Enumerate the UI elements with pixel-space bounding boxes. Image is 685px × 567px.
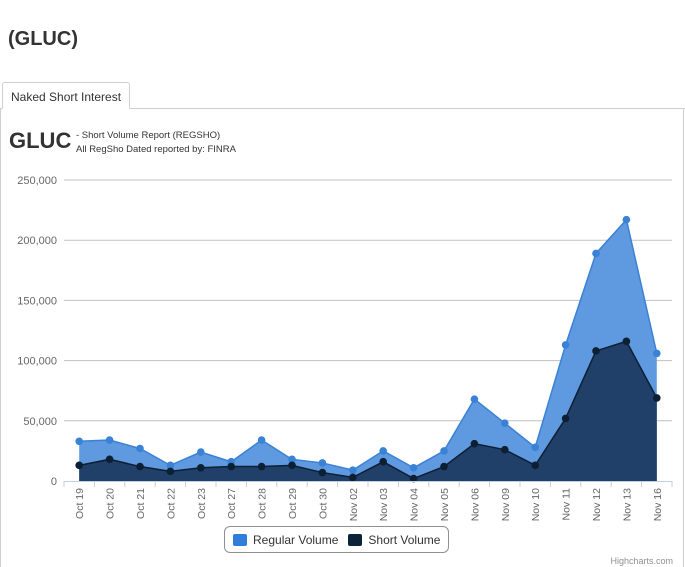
tab-naked-short-interest[interactable]: Naked Short Interest	[2, 82, 131, 109]
y-tick-label: 150,000	[17, 295, 57, 307]
data-point-short	[349, 473, 357, 482]
data-point-regular	[409, 463, 418, 472]
x-tick-label: Nov 06	[469, 488, 481, 521]
data-point-short	[379, 457, 388, 466]
data-point-short	[470, 439, 479, 448]
data-point-short	[409, 474, 418, 483]
x-tick-label: Oct 20	[105, 488, 117, 519]
data-point-regular	[166, 461, 175, 470]
data-point-short	[227, 462, 235, 471]
data-point-regular	[470, 395, 479, 403]
data-point-regular	[349, 466, 357, 474]
legend-item-short-volume[interactable]: Short Volume	[348, 533, 440, 547]
data-point-short	[136, 462, 144, 471]
y-tick-label: 100,000	[17, 356, 57, 368]
x-tick-label: Oct 30	[317, 488, 329, 519]
x-tick-label: Oct 23	[196, 488, 208, 519]
y-tick-label: 0	[51, 476, 57, 488]
data-point-short	[166, 467, 175, 476]
x-tick-label: Oct 29	[287, 488, 299, 519]
tab-panel	[0, 109, 684, 567]
x-tick-label: Nov 10	[530, 488, 542, 521]
data-point-regular	[257, 436, 266, 444]
tab-strip-divider	[0, 108, 685, 109]
data-point-short	[318, 468, 327, 477]
x-tick-label: Nov 04	[409, 488, 421, 521]
legend-swatch-short	[348, 533, 363, 546]
x-tick-label: Nov 05	[439, 488, 451, 521]
data-point-regular	[653, 349, 661, 358]
legend-swatch-regular	[233, 533, 247, 546]
data-point-regular	[622, 215, 631, 224]
highcharts-credits[interactable]: Highcharts.com	[610, 556, 673, 566]
x-tick-label: Nov 12	[591, 488, 603, 521]
data-point-short	[75, 461, 83, 470]
x-tick-label: Nov 13	[621, 488, 633, 521]
legend-item-regular-volume[interactable]: Regular Volume	[233, 533, 338, 547]
data-point-short	[561, 414, 570, 423]
data-point-short	[622, 337, 631, 346]
x-tick-label: Nov 02	[348, 488, 360, 521]
data-point-short	[105, 455, 114, 464]
y-tick-label: 200,000	[17, 235, 57, 247]
chart-subtitle-report: - Short Volume Report (REGSHO)	[76, 130, 221, 141]
data-point-regular	[531, 443, 539, 452]
data-point-short	[288, 461, 296, 470]
series-line-short	[79, 340, 658, 480]
data-point-short	[440, 462, 448, 471]
data-point-short	[531, 461, 539, 470]
x-tick-label: Oct 21	[135, 488, 147, 519]
legend-label-regular: Regular Volume	[253, 532, 339, 547]
data-point-regular	[288, 455, 296, 464]
data-point-regular	[561, 341, 570, 349]
x-tick-label: Nov 11	[561, 488, 573, 521]
data-point-regular	[197, 448, 205, 456]
chart-subtitle-source: All RegSho Dated reported by: FINRA	[76, 144, 236, 155]
y-tick-label: 50,000	[23, 416, 57, 428]
x-tick-label: Oct 27	[226, 488, 238, 519]
series-line-regular	[79, 218, 658, 471]
x-tick-label: Oct 19	[74, 488, 86, 519]
data-point-regular	[105, 436, 114, 444]
data-point-short	[197, 463, 205, 472]
data-point-regular	[136, 444, 144, 453]
data-point-regular	[318, 459, 327, 467]
page-title: (GLUC)	[8, 28, 78, 50]
chart-legend: Regular Volume Short Volume	[224, 526, 450, 553]
x-tick-label: Nov 09	[500, 488, 512, 521]
x-tick-label: Nov 16	[652, 488, 664, 521]
legend-label-short: Short Volume	[368, 532, 441, 547]
data-point-regular	[440, 447, 448, 455]
data-point-short	[501, 445, 509, 454]
x-tick-label: Nov 03	[378, 488, 390, 521]
data-point-regular	[592, 249, 600, 258]
x-tick-label: Oct 28	[257, 488, 269, 519]
y-tick-label: 250,000	[17, 175, 57, 187]
data-point-short	[653, 394, 661, 402]
data-point-short	[257, 462, 266, 471]
x-tick-label: Oct 22	[165, 488, 177, 519]
data-point-regular	[379, 447, 388, 455]
data-point-regular	[75, 437, 83, 446]
chart-ticker: GLUC	[9, 128, 72, 153]
data-point-short	[592, 347, 600, 355]
data-point-regular	[501, 419, 509, 428]
